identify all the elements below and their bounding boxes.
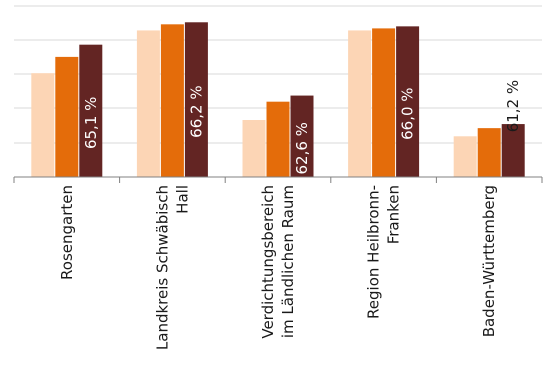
bar <box>477 128 501 177</box>
category-label: Rosengarten <box>58 185 76 280</box>
data-label: 66,2 % <box>187 85 205 137</box>
bar <box>55 56 79 178</box>
category-label: Verdichtungsbereich im Ländlichen Raum <box>259 185 297 339</box>
category-label: Region Heilbronn- Franken <box>365 185 403 319</box>
data-label: 62,6 % <box>293 122 311 174</box>
bar <box>372 28 396 178</box>
data-label: 66,0 % <box>399 87 417 139</box>
data-label: 65,1 % <box>82 97 100 149</box>
bar <box>160 24 184 178</box>
bar <box>396 26 420 177</box>
category-label: Baden-Württemberg <box>480 185 498 337</box>
bar <box>348 30 372 177</box>
bar <box>501 124 525 177</box>
data-label: 61,2 % <box>504 80 522 132</box>
bar <box>266 101 290 177</box>
bar <box>79 44 103 177</box>
bar <box>31 73 55 177</box>
bar <box>136 30 160 177</box>
bar <box>242 120 266 177</box>
bar <box>184 22 208 177</box>
bar <box>290 95 314 177</box>
bar <box>453 136 477 177</box>
category-label: Landkreis Schwäbisch Hall <box>153 185 191 350</box>
